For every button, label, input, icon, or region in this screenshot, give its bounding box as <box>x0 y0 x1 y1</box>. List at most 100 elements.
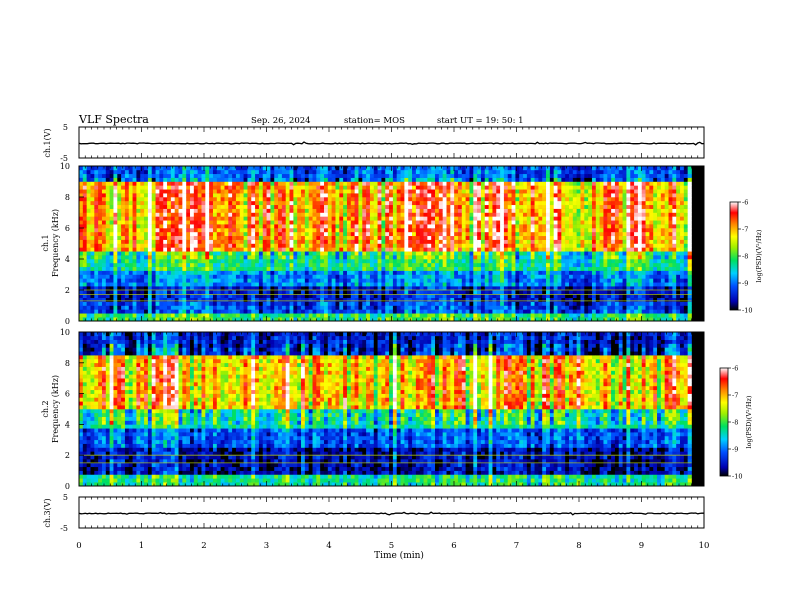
spectrogram-cell <box>147 251 153 256</box>
spectrogram-cell <box>278 220 283 225</box>
spectrogram-cell <box>442 235 447 240</box>
spectrogram-cell <box>427 181 432 186</box>
spectrogram-cell <box>201 239 206 244</box>
spectrogram-cell <box>124 270 130 275</box>
spectrogram-cell <box>431 270 436 275</box>
spectrogram-cell <box>216 247 221 252</box>
spectrogram-cell <box>182 286 187 291</box>
spectrogram-cell <box>170 177 176 182</box>
spectrogram-cell <box>220 262 225 268</box>
spectrogram-cell <box>201 251 206 256</box>
spectrogram-cell <box>289 293 294 299</box>
spectrogram-cell <box>346 274 352 279</box>
spectrogram-cell <box>496 305 501 310</box>
spectrogram-cell <box>86 247 91 252</box>
spectrogram-cell <box>469 266 474 271</box>
spectrogram-cell <box>484 189 489 194</box>
spectrogram-cell <box>197 166 202 171</box>
spectrogram-cell <box>90 270 95 275</box>
spectrogram-cell <box>228 204 233 209</box>
spectrogram-cell <box>197 169 202 175</box>
spectrogram-cell <box>293 243 298 248</box>
spectrogram-cell <box>212 204 218 209</box>
spectrogram-cell <box>128 286 133 291</box>
spectrogram-cell <box>170 235 176 240</box>
spectrogram-cell <box>293 204 298 209</box>
spectrogram-cell <box>492 197 497 202</box>
spectrogram-cell <box>331 177 336 182</box>
spectrogram-cell <box>385 185 390 190</box>
spectrogram-cell <box>274 220 279 225</box>
spectrogram-cell <box>450 301 455 306</box>
spectrogram-cell <box>488 259 493 264</box>
spectrogram-cell <box>523 224 528 229</box>
spectrogram-cell <box>415 200 421 206</box>
spectrogram-cell <box>117 247 122 252</box>
spectrogram-cell <box>94 317 99 322</box>
spectrogram-cell <box>182 235 187 240</box>
spectrogram-cell <box>316 270 321 275</box>
spectrogram-cell <box>519 301 524 306</box>
spectrogram-cell <box>396 282 401 287</box>
spectrogram-cell <box>350 193 355 198</box>
spectrogram-cell <box>480 317 486 322</box>
spectrogram-cell <box>136 251 141 256</box>
spectrogram-cell <box>182 274 187 279</box>
spectrogram-cell <box>389 262 394 268</box>
spectrogram-cell <box>86 220 91 225</box>
spectrogram-cell <box>450 239 455 244</box>
spectrogram-cell <box>278 235 283 240</box>
spectrogram-cell <box>496 220 501 225</box>
spectrogram-cell <box>473 297 478 302</box>
spectrogram-cell <box>124 278 130 283</box>
spectrogram-cell <box>412 278 417 283</box>
spectrogram-cell <box>423 251 428 256</box>
spectrogram-cell <box>500 282 505 287</box>
spectrogram-cell <box>523 282 528 287</box>
spectrogram-cell <box>278 274 283 279</box>
spectrogram-cell <box>492 177 497 182</box>
spectrogram-cell <box>281 204 287 209</box>
spectrogram-cell <box>324 286 329 291</box>
spectrogram-cell <box>454 197 459 202</box>
spectrogram-cell <box>79 208 84 213</box>
spectrogram-cell <box>457 255 463 260</box>
spectrogram-cell <box>258 297 264 302</box>
spectrogram-cell <box>438 293 443 299</box>
spectrogram-cell <box>396 247 401 252</box>
spectrogram-cell <box>381 282 386 287</box>
spectrogram-cell <box>113 235 118 240</box>
spectrogram-cell <box>469 286 474 291</box>
spectrogram-cell <box>301 293 306 299</box>
spectrogram-cell <box>530 212 535 217</box>
spectrogram-cell <box>385 208 390 213</box>
spectrogram-cell <box>151 259 156 264</box>
spectrogram-cell <box>438 166 443 171</box>
spectrogram-cell <box>339 189 344 194</box>
spectrogram-cell <box>255 216 260 221</box>
spectrogram-cell <box>297 193 302 198</box>
spectrogram-cell <box>209 305 214 310</box>
spectrogram-cell <box>270 255 275 260</box>
spectrogram-cell <box>358 293 363 299</box>
spectrogram-cell <box>220 189 225 194</box>
spectrogram-cell <box>94 293 99 299</box>
spectrogram-cell <box>408 193 413 198</box>
spectrogram-cell <box>132 185 137 190</box>
spectrogram-cell <box>415 212 421 217</box>
spectrogram-cell <box>132 286 137 291</box>
spectrogram-cell <box>251 197 256 202</box>
spectrogram-cell <box>86 166 91 171</box>
spectrogram-cell <box>155 200 160 206</box>
spectrogram-cell <box>396 177 401 182</box>
spectrogram-cell <box>377 181 382 186</box>
spectrogram-cell <box>105 297 110 302</box>
spectrogram-cell <box>469 235 474 240</box>
spectrogram-cell <box>297 239 302 244</box>
spectrogram-cell <box>408 231 413 237</box>
spectrogram-cell <box>331 274 336 279</box>
spectrogram-cell <box>232 193 237 198</box>
spectrogram-cell <box>385 255 390 260</box>
spectrogram-cell <box>523 262 528 268</box>
spectrogram-cell <box>186 309 191 314</box>
